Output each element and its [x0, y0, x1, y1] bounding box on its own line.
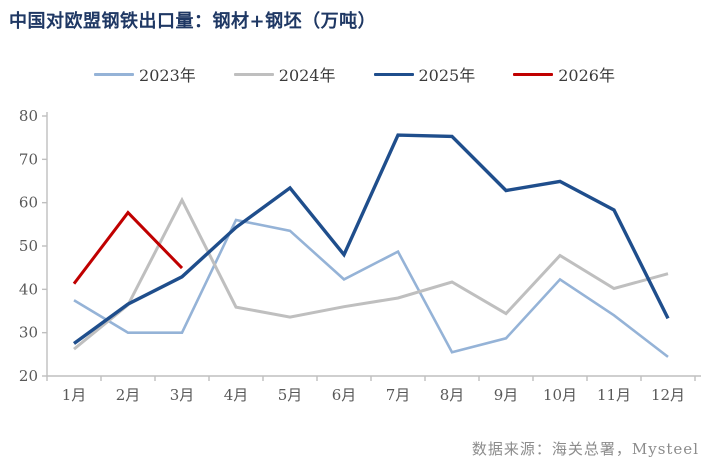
- y-tick-label: 20: [19, 367, 38, 385]
- x-tick-label: 5月: [278, 386, 303, 404]
- y-tick-label: 30: [19, 324, 38, 342]
- y-tick-label: 70: [19, 150, 38, 168]
- legend-item-2023[interactable]: 2023年: [94, 62, 196, 86]
- legend-label: 2025年: [418, 66, 476, 85]
- chart-legend: 2023年 2024年 2025年 2026年: [0, 62, 709, 86]
- x-tick-label: 1月: [62, 386, 87, 404]
- legend-item-2025[interactable]: 2025年: [373, 62, 476, 86]
- y-tick-label: 40: [19, 280, 38, 298]
- legend-label: 2026年: [558, 66, 615, 85]
- series-line-2024: [73, 196, 669, 351]
- x-tick-label: 2月: [116, 386, 141, 404]
- x-tick-label: 4月: [224, 386, 249, 404]
- legend-line-swatch: [373, 72, 414, 76]
- x-tick-label: 7月: [386, 386, 411, 404]
- legend-line-swatch: [233, 72, 274, 76]
- x-tick-label: 3月: [170, 386, 195, 404]
- x-tick-label: 11月: [597, 386, 631, 404]
- chart-title: 中国对欧盟钢铁出口量：钢材+钢坯（万吨）: [9, 11, 377, 32]
- x-tick-label: 8月: [440, 386, 465, 404]
- series-line-2026: [72, 210, 184, 285]
- y-tick-label: 50: [19, 237, 38, 255]
- x-tick-label: 9月: [494, 386, 519, 404]
- data-source-note: 数据来源：海关总署，Mysteel: [471, 440, 699, 458]
- legend-line-swatch: [94, 72, 135, 76]
- x-tick-label: 6月: [332, 386, 357, 404]
- legend-line-swatch: [513, 72, 554, 76]
- series-line-2023: [73, 218, 669, 358]
- y-tick-label: 80: [19, 107, 38, 125]
- legend-item-2026[interactable]: 2026年: [513, 62, 615, 86]
- legend-item-2024[interactable]: 2024年: [233, 62, 336, 86]
- x-tick-label: 12月: [651, 386, 685, 404]
- series-line-2025: [72, 133, 670, 345]
- x-tick-label: 10月: [543, 386, 577, 404]
- y-tick-label: 60: [19, 194, 38, 212]
- legend-label: 2023年: [139, 66, 196, 85]
- legend-label: 2024年: [278, 66, 336, 85]
